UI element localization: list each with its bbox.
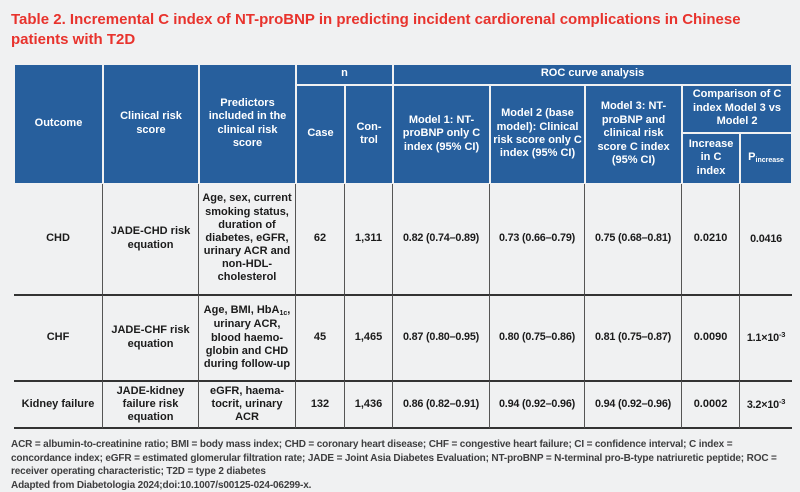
col-header-model1: Model 1: NT-proBNP only C index (95% CI): [393, 84, 491, 184]
p-value: 0.0416: [750, 233, 782, 246]
table-body: CHD JADE-CHD risk equation Age, sex, cur…: [14, 183, 793, 430]
cell-control-n: 1,436: [345, 379, 394, 430]
cell-model3-c-index: 0.94 (0.92–0.96): [585, 379, 683, 430]
col-header-case: Case: [296, 84, 345, 184]
header-row-groups: Outcome Clinical risk score Predictors i…: [14, 63, 793, 184]
p-exponent: -3: [778, 396, 786, 406]
col-header-model3: Model 3: NT-proBNP and clinical risk sco…: [585, 84, 683, 184]
cell-c-index-increase: 0.0002: [682, 379, 741, 430]
cell-p-increase: 0.0416: [740, 183, 793, 294]
cell-predictors: Age, BMI, HbA1c, urinary ACR, blood haem…: [199, 293, 296, 380]
abbreviations-note: ACR = albumin-to-creatinine ratio; BMI =…: [11, 439, 777, 478]
data-table: Outcome Clinical risk score Predictors i…: [14, 63, 793, 430]
predictors-text: , urinary ACR, blood haemo-globin and CH…: [203, 303, 291, 370]
cell-predictors: Age, sex, current smoking status, durati…: [199, 183, 296, 294]
col-header-predictors: Predictors included in the clinical risk…: [199, 63, 296, 184]
table-row-chd: CHD JADE-CHD risk equation Age, sex, cur…: [14, 183, 793, 294]
cell-c-index-increase: 0.0090: [682, 293, 741, 380]
cell-risk-score: JADE-kidney failure risk equation: [103, 379, 199, 430]
cell-risk-score: JADE-CHF risk equation: [103, 293, 199, 380]
header-row-comparison: Increase in C index Pincrease: [14, 132, 793, 184]
cell-case-n: 62: [296, 183, 345, 294]
cell-model2-c-index: 0.73 (0.66–0.79): [490, 183, 586, 294]
p-subscript: increase: [755, 156, 784, 164]
cell-p-increase: 1.1×10-3: [740, 293, 793, 380]
cell-outcome: Kidney failure: [14, 379, 103, 430]
col-group-comparison: Comparison of C index Model 3 vs Model 2: [682, 84, 793, 133]
cell-case-n: 45: [296, 293, 345, 380]
predictors-text: Age, BMI, HbA: [203, 303, 280, 316]
p-exponent: -3: [778, 330, 786, 340]
cell-c-index-increase: 0.0210: [682, 183, 741, 294]
col-header-increase-c-index: Increase in C index: [682, 132, 741, 184]
cell-model2-c-index: 0.94 (0.92–0.96): [490, 379, 586, 430]
cell-model1-c-index: 0.86 (0.82–0.91): [393, 379, 491, 430]
cell-case-n: 132: [296, 379, 345, 430]
col-header-clinical-risk-score: Clinical risk score: [103, 63, 199, 184]
cell-model3-c-index: 0.75 (0.68–0.81): [585, 183, 683, 294]
cell-outcome: CHD: [14, 183, 103, 294]
cell-model1-c-index: 0.87 (0.80–0.95): [393, 293, 491, 380]
col-group-n: n: [296, 63, 394, 85]
col-group-roc-analysis: ROC curve analysis: [393, 63, 793, 85]
hba1c-subscript: 1c: [279, 309, 288, 317]
table-header: Outcome Clinical risk score Predictors i…: [14, 63, 793, 184]
table-title: Table 2. Incremental C index of NT-proBN…: [11, 11, 741, 49]
col-header-control: Con-trol: [345, 84, 394, 184]
table-footnote: ACR = albumin-to-creatinine ratio; BMI =…: [11, 438, 790, 492]
header-row-models: Case Con-trol Model 1: NT-proBNP only C …: [14, 84, 793, 184]
col-header-outcome: Outcome: [14, 63, 103, 184]
p-label: P: [748, 150, 756, 163]
source-note: Adapted from Diabetologia 2024;doi:10.10…: [11, 479, 312, 491]
cell-model3-c-index: 0.81 (0.75–0.87): [585, 293, 683, 380]
p-value: 1.1×10: [746, 332, 779, 345]
table-row-chf: CHF JADE-CHF risk equation Age, BMI, HbA…: [14, 293, 793, 380]
table-row-kidney-failure: Kidney failure JADE-kidney failure risk …: [14, 379, 793, 430]
cell-model2-c-index: 0.80 (0.75–0.86): [490, 293, 586, 380]
col-header-p-increase: Pincrease: [740, 132, 793, 184]
cell-predictors: eGFR, haema-tocrit, urinary ACR: [199, 379, 296, 430]
cell-control-n: 1,311: [345, 183, 394, 294]
col-header-model2: Model 2 (base model): Clinical risk scor…: [490, 84, 586, 184]
cell-risk-score: JADE-CHD risk equation: [103, 183, 199, 294]
cell-p-increase: 3.2×10-3: [740, 379, 793, 430]
cell-model1-c-index: 0.82 (0.74–0.89): [393, 183, 491, 294]
cell-control-n: 1,465: [345, 293, 394, 380]
cell-outcome: CHF: [14, 293, 103, 380]
p-value: 3.2×10: [746, 398, 779, 411]
